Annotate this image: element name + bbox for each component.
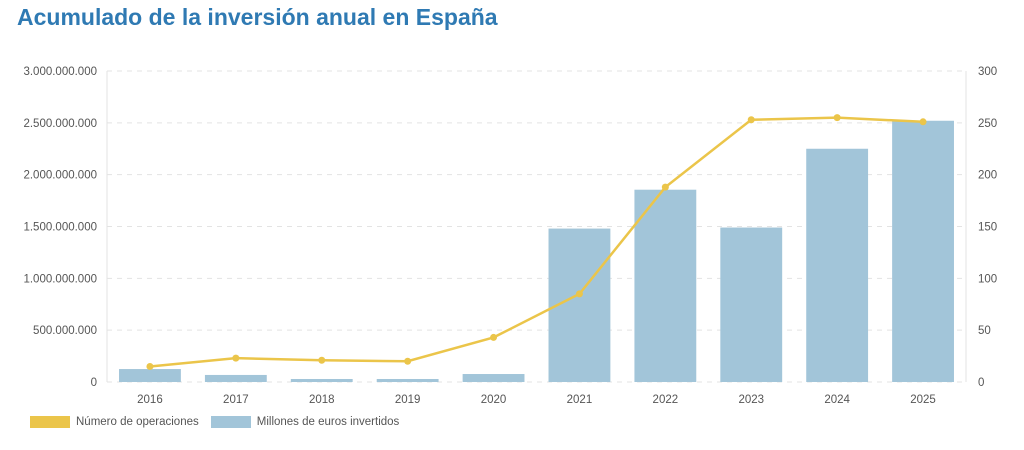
y-right-tick-label: 150 [978, 222, 997, 234]
y-right-tick-label: 100 [978, 273, 997, 285]
bar [119, 369, 181, 382]
bar [462, 374, 525, 382]
bar [634, 189, 697, 382]
y-right-tick-label: 250 [978, 118, 997, 130]
x-tick-label: 2021 [567, 394, 593, 406]
y-left-tick-label: 1.500.000.000 [23, 222, 97, 234]
y-right-tick-label: 200 [978, 170, 997, 182]
line-point [575, 290, 583, 298]
bar [892, 120, 954, 382]
line-point [318, 356, 326, 364]
line-point [919, 118, 927, 126]
line-series [149, 116, 924, 368]
line-point [490, 333, 498, 341]
legend-label: Número de operaciones [76, 416, 199, 428]
legend-swatch-bar [210, 416, 251, 428]
y-right-tick-label: 50 [978, 325, 991, 337]
x-tick-label: 2017 [223, 394, 249, 406]
y-left-tick-label: 2.500.000.000 [23, 118, 97, 130]
line-point [661, 183, 669, 191]
legend-item-operaciones[interactable]: Número de operaciones [30, 416, 199, 428]
x-tick-label: 2016 [137, 394, 163, 406]
legend-item-millones[interactable]: Millones de euros invertidos [210, 416, 400, 428]
y-right-tick-label: 0 [978, 377, 984, 389]
line-point [404, 357, 412, 365]
bar [376, 378, 439, 382]
y-right-tick-label: 300 [978, 66, 997, 78]
chart-title: Acumulado de la inversión anual en Españ… [17, 4, 498, 30]
x-tick-label: 2025 [910, 394, 936, 406]
x-tick-label: 2019 [395, 394, 421, 406]
y-left-tick-label: 2.000.000.000 [23, 170, 97, 182]
line-point [747, 116, 755, 124]
bar [290, 378, 353, 382]
x-tick-label: 2020 [481, 394, 507, 406]
x-tick-label: 2018 [309, 394, 335, 406]
y-left-tick-label: 3.000.000.000 [23, 66, 97, 78]
bar [720, 227, 783, 382]
bar [806, 148, 869, 382]
legend-swatch-line [30, 416, 70, 428]
y-left-tick-label: 500.000.000 [33, 325, 97, 337]
y-left-tick-label: 1.000.000.000 [23, 273, 97, 285]
line-point [833, 114, 841, 122]
y-left-tick-label: 0 [91, 377, 97, 389]
combo-chart: 0 500.000.000 1.000.000.000 1.500.000.000 2.… [23, 66, 997, 406]
x-tick-label: 2022 [653, 394, 679, 406]
x-tick-label: 2023 [738, 394, 764, 406]
x-tick-label: 2024 [824, 394, 850, 406]
line-point [146, 362, 154, 370]
line-point [232, 354, 240, 362]
bar [204, 374, 267, 382]
legend: Número de operaciones Millones de euros … [30, 416, 411, 428]
legend-label: Millones de euros invertidos [256, 416, 400, 428]
